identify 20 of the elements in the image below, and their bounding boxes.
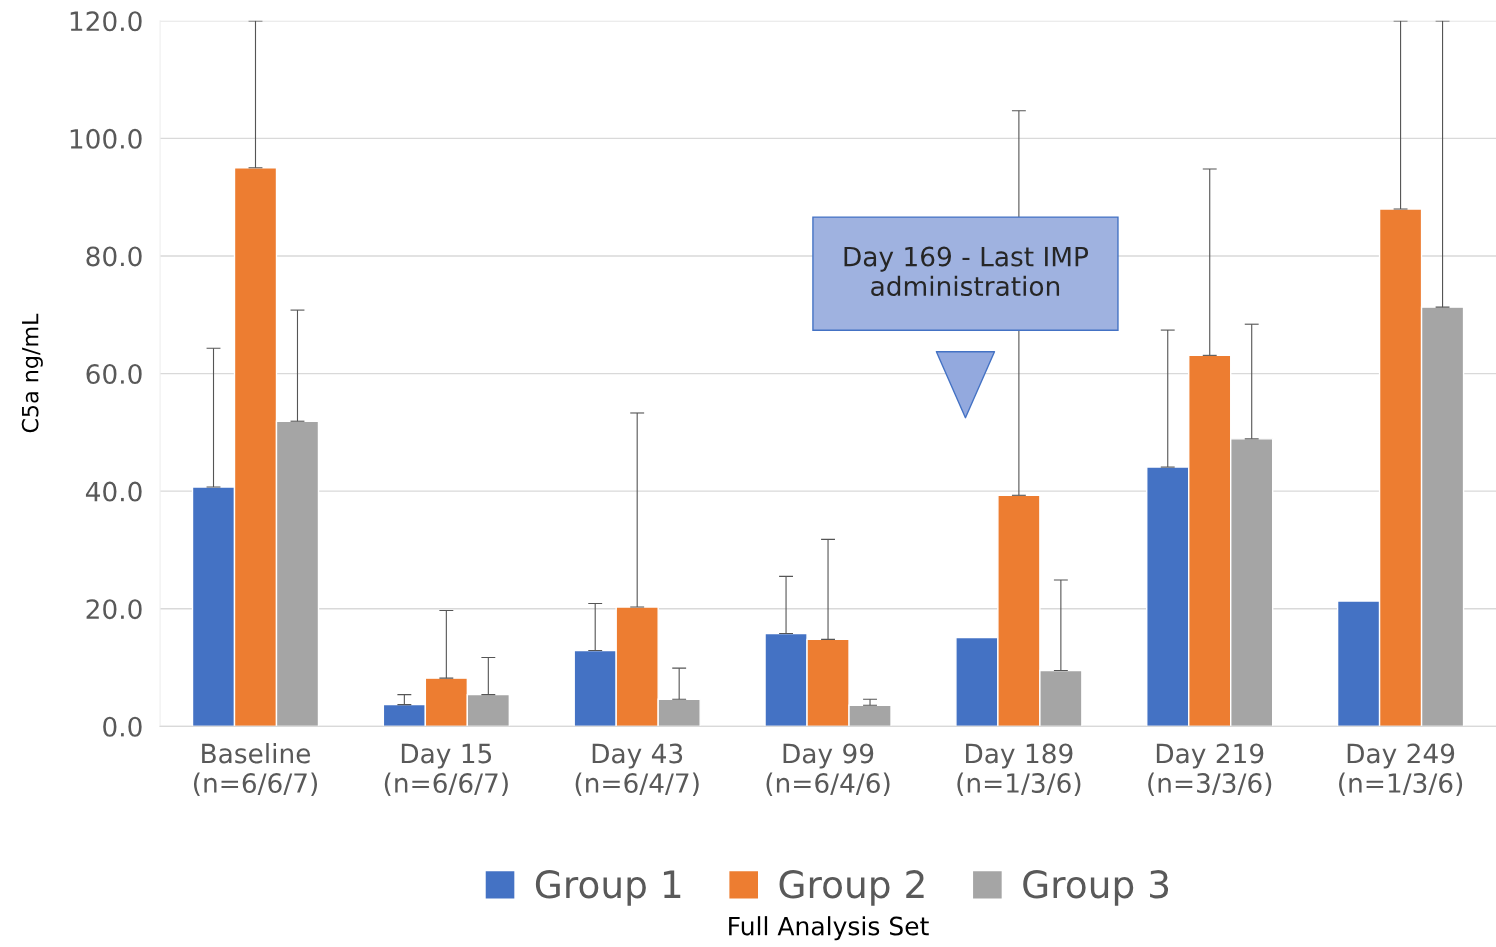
- y-tick-label: 100.0: [70, 128, 142, 149]
- x-tick-label: Day 189 (n=1/3/6): [957, 743, 1081, 797]
- x-tick-label: Day 43 (n=6/4/7): [575, 743, 699, 797]
- x-tick-label: Day 219 (n=3/3/6): [1148, 743, 1272, 797]
- y-tick-label: 120.0: [70, 11, 142, 32]
- y-tick-label: 60.0: [86, 364, 142, 384]
- x-tick-label: Baseline (n=6/6/7): [193, 743, 318, 797]
- x-tick-label: Day 15 (n=6/6/7): [384, 743, 508, 797]
- x-tick-label: Day 249 (n=1/3/6): [1339, 743, 1463, 797]
- legend-label: Group 3: [1023, 870, 1169, 906]
- y-axis-title: C5a ng/mL: [21, 313, 43, 433]
- y-tick-label: 0.0: [103, 716, 142, 737]
- y-tick-label: 40.0: [85, 481, 142, 502]
- legend-label: Group 1: [535, 870, 681, 906]
- x-tick-label: Day 99 (n=6/4/6): [766, 743, 890, 797]
- legend-label: Group 2: [779, 870, 924, 906]
- y-tick-label: 80.0: [86, 246, 142, 267]
- y-tick-label: 20.0: [86, 599, 142, 620]
- x-axis-title: Full Analysis Set: [729, 916, 929, 941]
- annotation: Day 169 - Last IMP administration: [844, 246, 1089, 297]
